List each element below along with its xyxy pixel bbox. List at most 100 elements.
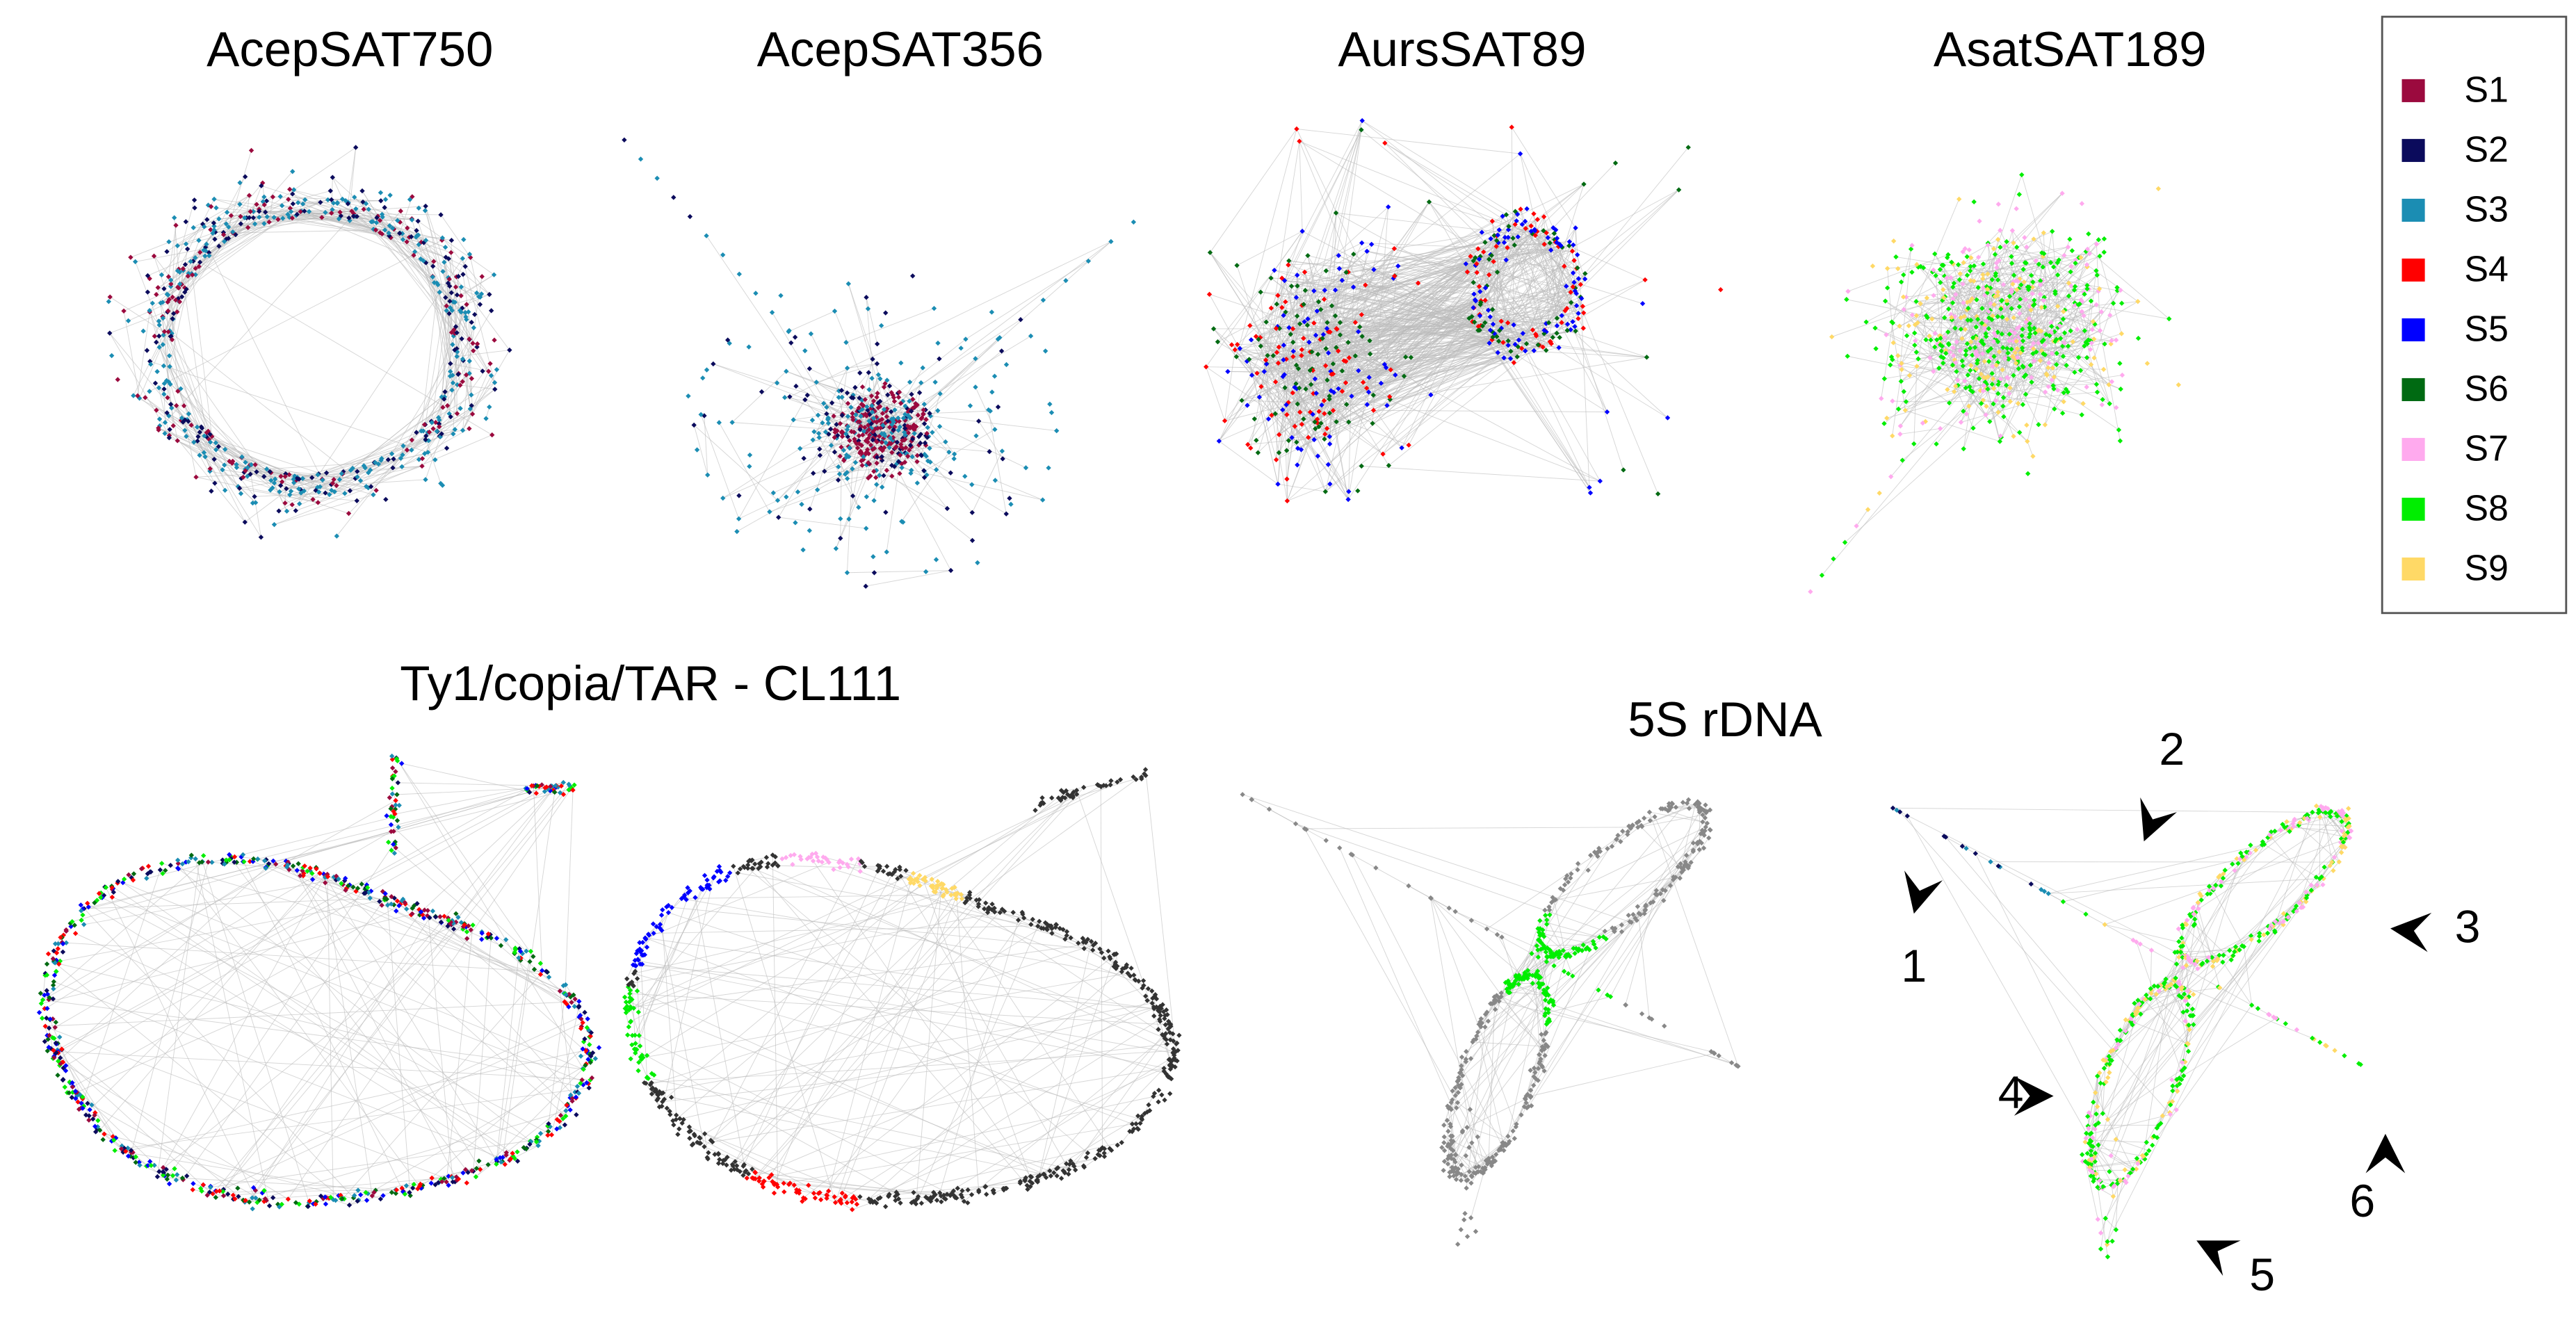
edge: [423, 260, 453, 383]
edge: [738, 872, 1067, 932]
edge: [241, 857, 404, 1192]
edge: [2269, 834, 2312, 886]
edge: [268, 197, 273, 222]
edge: [1013, 912, 1111, 959]
node: [144, 348, 150, 353]
edge: [457, 384, 495, 390]
edge: [1352, 854, 1503, 1146]
node: [1977, 218, 1982, 224]
edge: [2088, 820, 2347, 1129]
node: [700, 375, 706, 381]
node: [1937, 425, 1943, 432]
node: [1204, 364, 1209, 370]
edge: [1290, 120, 1363, 334]
node: [1995, 202, 2001, 207]
edge: [1899, 428, 1941, 435]
edge: [380, 220, 435, 283]
node: [918, 380, 924, 386]
edge: [738, 500, 778, 519]
edge: [1287, 330, 1480, 501]
edge: [1430, 898, 1478, 1172]
edge: [163, 211, 266, 289]
node: [948, 567, 954, 574]
node: [2019, 172, 2025, 178]
node: [1509, 124, 1514, 130]
node: [1406, 442, 1411, 448]
edge: [2084, 857, 2246, 1142]
node: [131, 393, 136, 398]
node: [378, 198, 384, 204]
node: [489, 308, 494, 314]
edge: [820, 918, 1025, 1200]
edge: [1561, 315, 1568, 331]
edge: [1384, 143, 1486, 243]
edge: [171, 333, 368, 489]
edge: [838, 397, 843, 414]
node: [423, 203, 428, 209]
node: [1359, 463, 1364, 469]
node: [838, 535, 843, 541]
edge: [421, 382, 495, 466]
edge: [722, 448, 800, 498]
node: [1284, 476, 1290, 482]
edge: [1458, 909, 1646, 1080]
edge: [923, 879, 1033, 1184]
node: [1054, 428, 1060, 434]
node: [782, 395, 788, 400]
edge: [866, 297, 883, 487]
node: [1294, 126, 1299, 132]
edge: [398, 786, 536, 828]
node: [1888, 362, 1893, 368]
node: [164, 249, 170, 254]
edge: [964, 773, 1145, 904]
edge: [1361, 465, 1601, 482]
node: [184, 246, 191, 252]
edge: [778, 517, 866, 529]
node: [883, 310, 889, 316]
edge: [115, 1150, 359, 1191]
edge: [401, 389, 496, 467]
edge: [149, 361, 428, 453]
node: [1895, 352, 1901, 359]
edge: [197, 436, 241, 494]
edge: [432, 277, 451, 417]
node: [804, 392, 810, 398]
edge: [1556, 242, 1585, 314]
node: [156, 416, 163, 422]
edge: [424, 363, 491, 454]
node: [933, 557, 939, 562]
node: [973, 384, 978, 390]
node: [444, 445, 450, 451]
edge: [565, 790, 574, 994]
edge: [398, 782, 551, 786]
node: [989, 309, 995, 315]
edge: [924, 429, 996, 472]
node: [935, 340, 941, 346]
edge: [912, 437, 973, 513]
node: [371, 492, 376, 498]
node: [147, 389, 152, 394]
node: [784, 494, 789, 500]
node: [382, 197, 389, 202]
edge: [848, 453, 862, 519]
edge: [83, 878, 339, 925]
node: [383, 496, 389, 503]
edge: [1511, 127, 1576, 229]
node: [378, 190, 384, 195]
edge: [323, 873, 498, 1162]
node: [282, 500, 288, 506]
node: [951, 456, 957, 462]
edge: [1266, 297, 1297, 364]
edge: [186, 218, 284, 290]
edge: [249, 785, 556, 1203]
node: [1299, 228, 1305, 234]
node: [2099, 402, 2105, 407]
node: [492, 337, 497, 343]
edge: [228, 196, 265, 227]
node: [992, 427, 998, 432]
edge: [450, 339, 470, 372]
node: [792, 334, 798, 340]
edge: [2198, 908, 2221, 988]
edge: [736, 459, 864, 532]
node: [271, 521, 277, 528]
